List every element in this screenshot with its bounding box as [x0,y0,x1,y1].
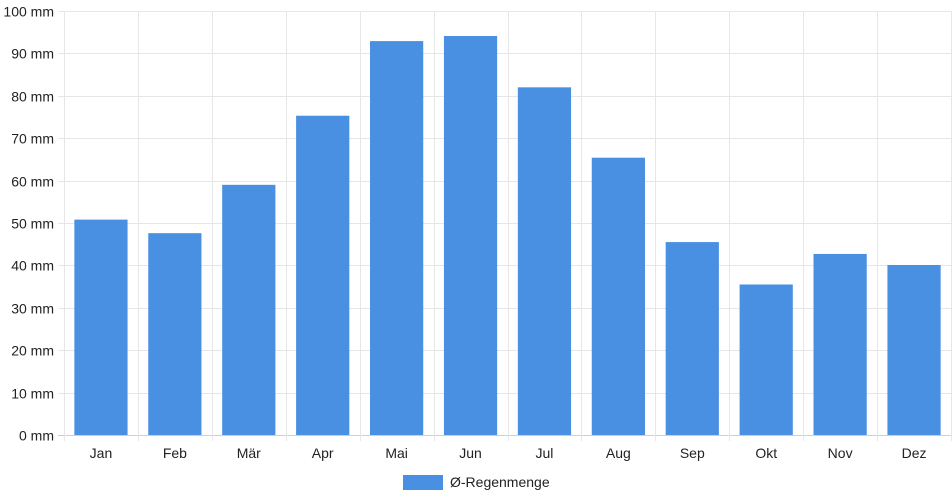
bar-jun [443,36,498,436]
x-tick-label: Dez [902,445,927,461]
x-tick-label: Mär [237,445,261,461]
bar-apr [296,115,350,435]
y-tick-label: 30 mm [11,301,54,317]
y-tick-label: 80 mm [11,89,54,105]
bar-aug [591,157,645,435]
y-tick-label: 90 mm [11,46,54,62]
x-tick-label: Nov [828,445,853,461]
x-axis: Jan Feb Mär Apr Mai Jun Jul Aug Sep Okt Nov Dez [90,445,927,461]
y-axis: 0 mm 10 mm 20 mm 30 mm 40 mm 50 mm 60 mm 70 mm 8… [3,4,54,444]
x-tick-label: Jan [90,445,113,461]
y-tick-label: 100 mm [3,4,54,20]
y-tick-label: 20 mm [11,343,54,359]
y-tick-label: 70 mm [11,131,54,147]
y-tick-label: 10 mm [11,386,54,402]
y-tick-label: 50 mm [11,216,54,232]
y-tick-label: 0 mm [19,428,54,444]
y-tick-label: 40 mm [11,258,54,274]
bar-jul [517,87,572,435]
bar-jan [74,219,128,435]
bar-mai [370,41,424,435]
legend-swatch [403,475,443,490]
bar-dez [887,264,941,435]
x-tick-label: Jul [536,445,554,461]
chart-legend[interactable]: Ø-Regenmenge [403,474,550,490]
x-tick-label: Aug [606,445,631,461]
chart-grid [58,11,952,441]
x-tick-label: Jun [459,445,482,461]
bar-feb [148,233,202,435]
x-tick-label: Okt [755,445,777,461]
bar-series [74,36,941,436]
x-tick-label: Apr [312,445,334,461]
legend-label: Ø-Regenmenge [450,474,550,490]
x-tick-label: Mai [385,445,408,461]
bar-nov [813,253,867,435]
bar-sep [665,242,719,435]
bar-mär [222,184,276,435]
x-tick-label: Feb [163,445,187,461]
bar-okt [739,284,793,435]
y-tick-label: 60 mm [11,174,54,190]
x-tick-label: Sep [680,445,705,461]
